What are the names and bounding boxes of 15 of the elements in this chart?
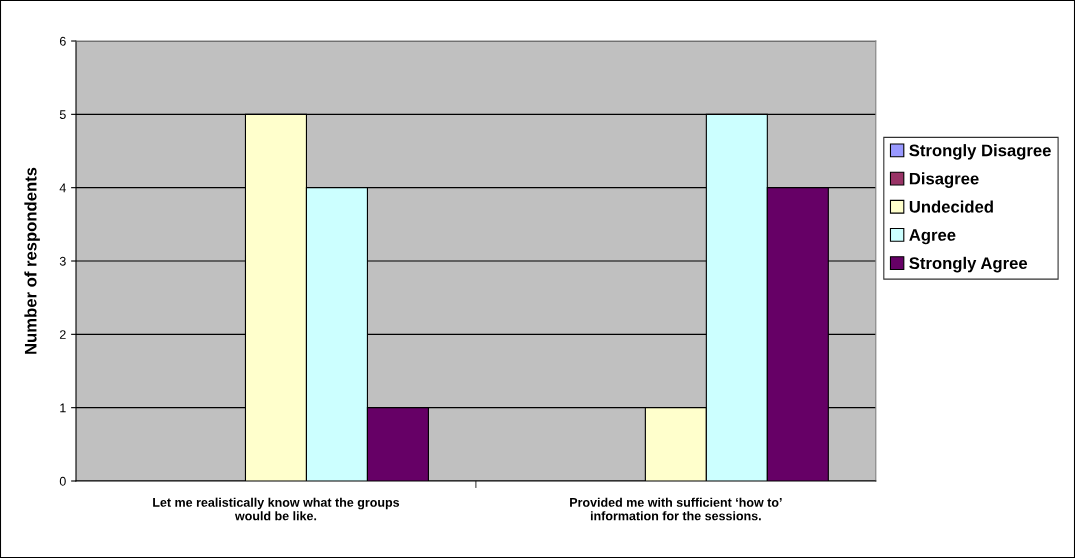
y-axis-title: Number of respondents [24, 167, 40, 354]
y-tick-label: 3 [59, 256, 66, 266]
legend-label: Disagree [909, 172, 979, 188]
y-tick-label: 5 [59, 110, 66, 119]
legend-label: Strongly Disagree [909, 144, 1051, 160]
legend-label: Agree [909, 229, 956, 245]
x-tick-label: Provided me with sufficient ‘how to’ information for the sessions. [570, 497, 782, 521]
legend-label: Strongly Agree [909, 256, 1028, 273]
legend-label: Undecided [909, 200, 993, 213]
y-tick-label: 4 [59, 183, 66, 193]
y-tick-label: 0 [59, 476, 66, 486]
y-tick-label: 2 [59, 330, 66, 339]
x-tick-label: Let me realistically know what the groups would be like. [153, 497, 400, 521]
y-tick-label: 6 [59, 36, 66, 46]
y-tick-label: 1 [60, 403, 66, 413]
